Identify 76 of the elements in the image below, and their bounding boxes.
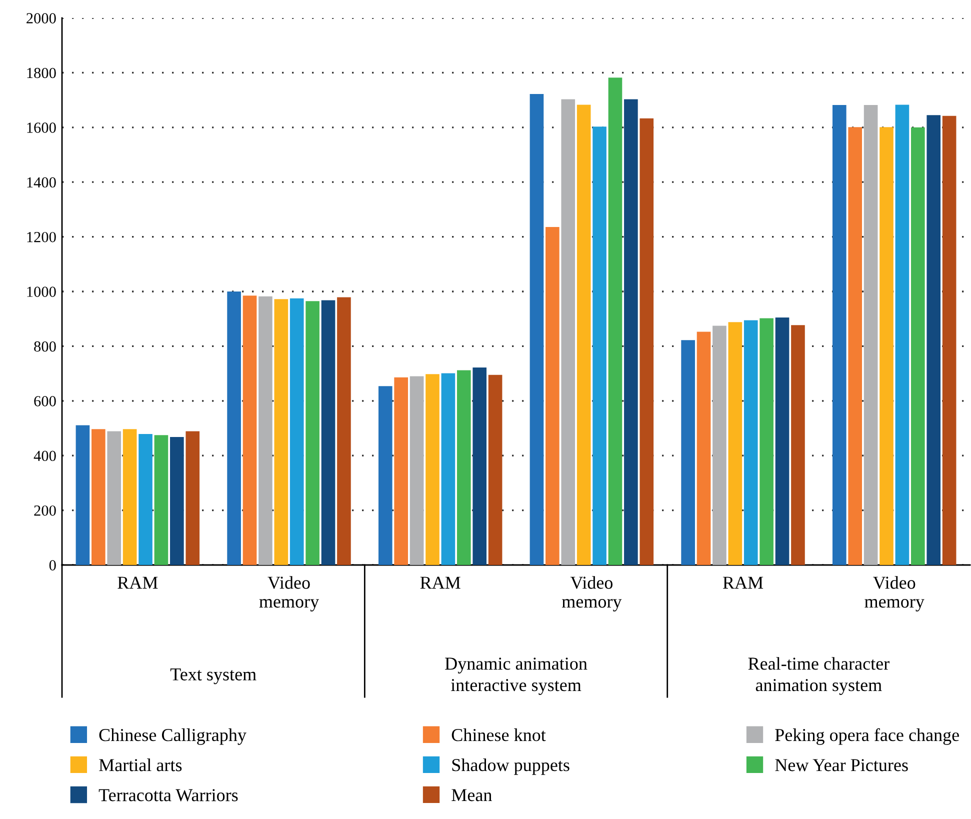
bar (848, 127, 862, 565)
bar (744, 320, 758, 565)
bar (608, 78, 622, 565)
y-tick-label: 1200 (27, 232, 56, 242)
legend-label: Terracotta Warriors (98, 789, 238, 802)
bar (728, 322, 742, 565)
y-tick-label: 400 (34, 450, 56, 462)
y-tick-label: 800 (34, 341, 56, 352)
bar (170, 437, 184, 565)
y-tick-label: 0 (49, 560, 56, 570)
legend-label: Mean (452, 789, 492, 802)
bar (122, 429, 137, 565)
y-tick-label: 600 (34, 396, 56, 406)
legend-label: Peking opera face change (775, 728, 959, 745)
bar (92, 429, 106, 565)
legend-label: Chinese knot (452, 728, 546, 742)
bar (895, 104, 910, 565)
bar (337, 297, 351, 565)
bar (107, 431, 122, 565)
y-tick-label: 200 (34, 505, 56, 516)
bar (456, 370, 471, 565)
bar (681, 340, 695, 565)
bar (441, 373, 456, 565)
bar (696, 332, 711, 565)
bar (290, 298, 304, 565)
bar (926, 115, 941, 565)
x-tick-label: Video memory (864, 576, 924, 612)
legend-label: Martial arts (99, 758, 182, 772)
bar (775, 317, 790, 565)
bar (530, 94, 544, 565)
bar (242, 296, 257, 565)
legend-label: New Year Pictures (775, 759, 908, 772)
bar (576, 104, 591, 565)
bar (546, 226, 560, 565)
bar (426, 374, 440, 565)
bar (274, 299, 288, 565)
legend-label: Shadow puppets (452, 758, 570, 775)
text: Dynamic animation interactive system (445, 658, 588, 695)
bar (394, 377, 408, 565)
bar (880, 127, 894, 565)
bar (306, 301, 320, 565)
bar (640, 118, 654, 565)
y-tick-label: 1800 (27, 68, 56, 78)
bar (321, 300, 336, 565)
bar (138, 434, 152, 565)
y-tick-label: 1400 (27, 177, 56, 188)
bar (561, 99, 576, 565)
text: Real-time character animation system (748, 657, 890, 695)
bar (488, 374, 502, 565)
bar (942, 116, 956, 565)
y-tick-label: 2000 (26, 13, 56, 24)
bar (791, 325, 805, 565)
bar (592, 126, 606, 565)
bar (712, 326, 726, 565)
bar (624, 99, 638, 565)
bar (864, 104, 878, 565)
bar (258, 296, 272, 565)
bar (911, 127, 925, 565)
x-tick-label: RAM (420, 576, 460, 589)
bar (472, 368, 487, 565)
bar (154, 435, 168, 565)
text: Text system (170, 668, 256, 684)
x-tick-label: Video memory (562, 576, 622, 612)
bar (227, 292, 241, 565)
legend-label: Chinese Calligraphy (99, 728, 246, 745)
bar (378, 386, 392, 565)
x-tick-label: RAM (722, 576, 764, 589)
bar (760, 318, 774, 565)
x-tick-label: Video memory (259, 576, 320, 612)
x-tick-label: RAM (118, 576, 158, 589)
bar (832, 104, 846, 565)
bar (76, 425, 90, 565)
y-tick-label: 1000 (27, 286, 56, 297)
bar (410, 376, 424, 565)
bar (186, 431, 200, 565)
y-tick-label: 1600 (27, 122, 56, 133)
